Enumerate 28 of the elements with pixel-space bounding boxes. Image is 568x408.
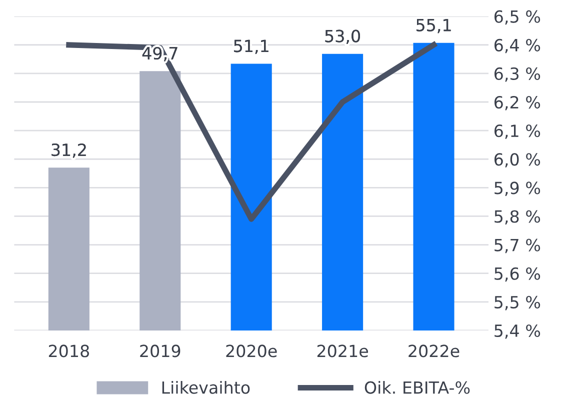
- y2-tick-label: 5,5 %: [494, 296, 540, 310]
- y2-tick-label: 6,4 %: [494, 38, 540, 54]
- y2-tick-label: 5,8 %: [494, 210, 540, 225]
- y2-tick-label: 6,5 %: [494, 10, 540, 25]
- bar: [140, 71, 181, 330]
- bar: [230, 64, 272, 330]
- bar: [48, 168, 90, 330]
- legend-label: Liikevaihto: [162, 380, 250, 394]
- data-label: 51,1: [234, 40, 268, 54]
- bar: [322, 54, 364, 330]
- x-tick-label: 2021e: [317, 344, 368, 358]
- y2-tick-label: 6,0 %: [494, 153, 540, 168]
- y2-tick-label: 5,7 %: [494, 238, 540, 254]
- y2-tick-label: 6,3 %: [494, 67, 540, 82]
- legend-label: Oik. EBITA-%: [364, 380, 470, 394]
- data-label: 53,0: [325, 30, 360, 44]
- y2-tick-label: 6,1 %: [494, 124, 540, 139]
- x-tick-label: 2018: [48, 344, 89, 358]
- bar: [413, 42, 454, 330]
- y2-tick-label: 5,6 %: [494, 267, 540, 282]
- x-tick-label: 2022e: [408, 344, 460, 358]
- data-label: 31,2: [52, 143, 86, 158]
- y2-tick-label: 5,9 %: [494, 182, 540, 196]
- x-tick-label: 2020e: [226, 344, 277, 358]
- y2-tick-label: 6,2 %: [494, 96, 540, 110]
- x-tick-label: 2019: [140, 344, 180, 358]
- y2-tick-label: 5,4 %: [494, 324, 540, 339]
- data-label: 55,1: [416, 18, 451, 34]
